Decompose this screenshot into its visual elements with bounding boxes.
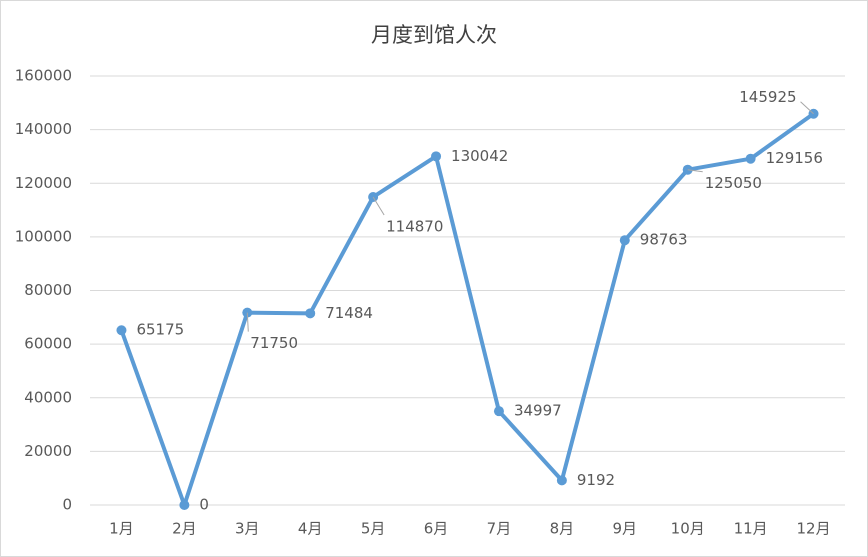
data-label: 65175 <box>136 321 184 339</box>
data-label: 34997 <box>514 402 562 420</box>
data-label: 9192 <box>577 471 615 489</box>
data-point <box>431 151 442 162</box>
leader-line <box>800 101 814 115</box>
data-label: 71484 <box>325 304 373 322</box>
data-label: 129156 <box>766 149 823 167</box>
x-tick-label: 10月 <box>671 520 705 538</box>
y-tick-label: 40000 <box>24 388 72 406</box>
data-point <box>179 500 190 510</box>
x-tick-label: 4月 <box>298 520 323 538</box>
x-tick-label: 11月 <box>734 520 768 538</box>
x-tick-label: 8月 <box>550 520 575 538</box>
y-tick-label: 160000 <box>15 67 72 85</box>
x-tick-label: 3月 <box>235 520 260 538</box>
x-tick-label: 7月 <box>487 520 512 538</box>
y-tick-label: 20000 <box>24 442 72 460</box>
series-line <box>119 112 815 507</box>
data-label: 114870 <box>386 218 443 236</box>
data-point <box>745 153 756 164</box>
y-tick-label: 60000 <box>24 335 72 353</box>
data-label: 98763 <box>640 231 688 249</box>
x-tick-label: 5月 <box>361 520 386 538</box>
x-tick-label: 6月 <box>424 520 449 538</box>
y-tick-label: 120000 <box>15 174 72 192</box>
data-label: 145925 <box>739 88 796 106</box>
chart-title: 月度到馆人次 <box>371 23 497 47</box>
leader-line <box>687 169 703 173</box>
x-tick-label: 12月 <box>796 520 830 538</box>
data-label: 0 <box>199 496 209 514</box>
y-tick-label: 140000 <box>15 120 72 138</box>
data-label: 71750 <box>250 334 298 352</box>
data-point <box>556 475 567 486</box>
data-label: 130042 <box>451 147 508 165</box>
x-tick-label: 2月 <box>172 520 197 538</box>
data-point <box>305 308 316 319</box>
leader-line <box>246 312 249 332</box>
x-tick-label: 1月 <box>109 520 134 538</box>
y-tick-label: 80000 <box>24 281 72 299</box>
data-point <box>493 406 504 417</box>
y-tick-label: 0 <box>62 496 72 514</box>
x-tick-label: 9月 <box>613 520 638 538</box>
data-point <box>619 235 630 246</box>
data-point <box>116 325 127 336</box>
y-tick-label: 100000 <box>15 227 72 245</box>
leader-line <box>372 196 385 216</box>
data-label: 125050 <box>705 174 762 192</box>
